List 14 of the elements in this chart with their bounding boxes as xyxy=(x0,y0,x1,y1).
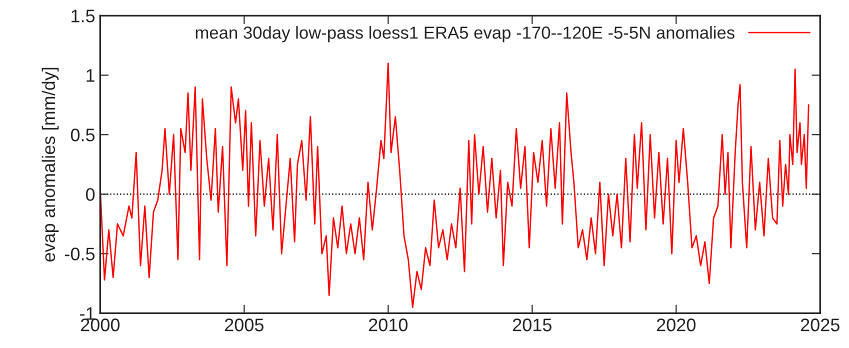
x-tick-label: 2015 xyxy=(512,318,552,332)
x-tick-label: 2010 xyxy=(368,318,408,332)
x-tick-label: 2025 xyxy=(800,318,840,332)
legend-label: mean 30day low-pass loess1 ERA5 evap -170--120E -5-5N anomalies xyxy=(196,26,734,42)
y-axis-title: evap anomalies [mm/dy] xyxy=(42,68,59,262)
y-tick-label: 1 xyxy=(86,69,94,82)
x-tick-label: 2000 xyxy=(81,318,120,332)
line-series xyxy=(100,62,810,308)
y-tick-label: 0 xyxy=(86,188,95,201)
x-tick-label: 2005 xyxy=(225,318,264,332)
y-tick-label: -0.5 xyxy=(65,248,95,260)
y-tick-label: 0.5 xyxy=(70,128,95,142)
x-tick-label: 2020 xyxy=(656,318,696,332)
y-tick-label: 1.5 xyxy=(72,10,95,22)
